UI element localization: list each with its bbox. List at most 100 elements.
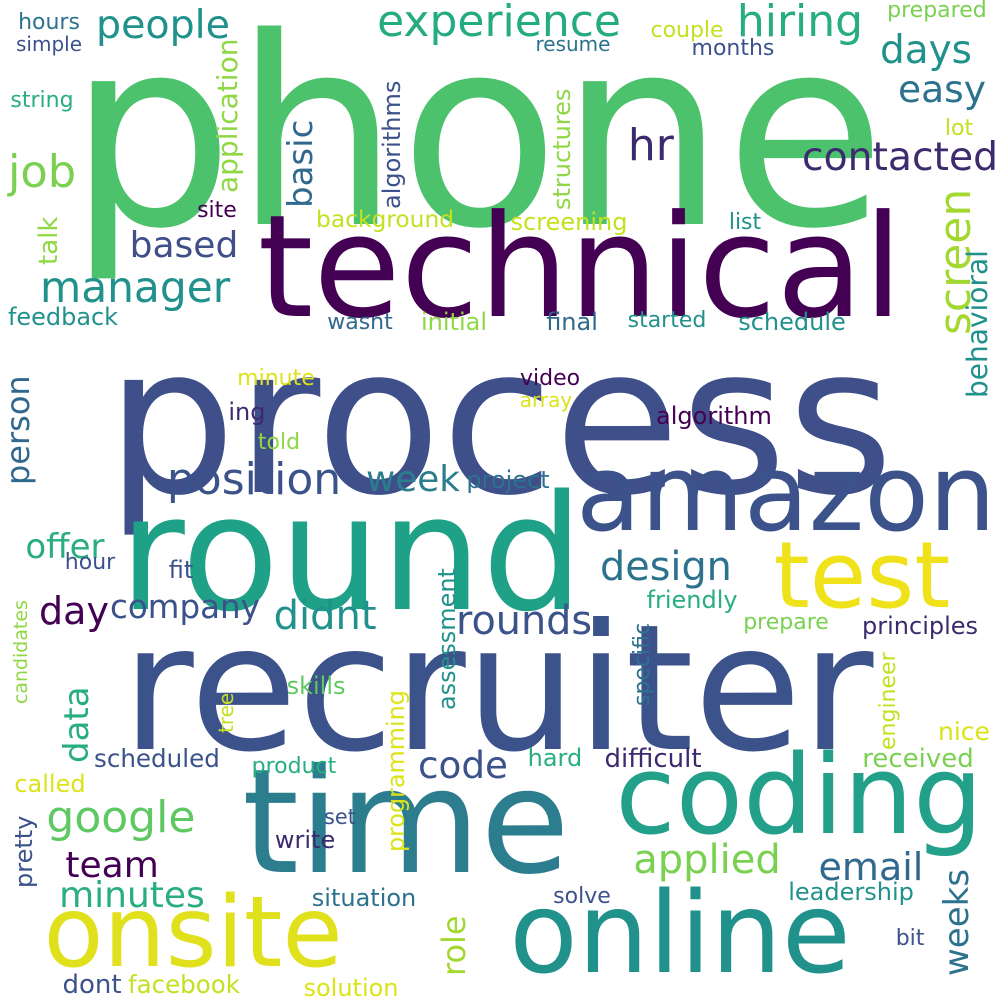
- word: received: [862, 744, 974, 774]
- word: wasnt: [327, 310, 393, 335]
- word: data: [57, 686, 97, 764]
- word: programming: [382, 690, 411, 852]
- word: final: [546, 308, 598, 336]
- word: person: [0, 375, 37, 485]
- word: lot: [944, 116, 974, 141]
- word: time: [242, 738, 570, 907]
- word: prepared: [887, 0, 987, 23]
- word: google: [46, 792, 196, 843]
- word: day: [39, 589, 109, 633]
- word: coding: [615, 731, 984, 859]
- word: based: [129, 225, 239, 266]
- word: array: [519, 388, 573, 412]
- word: leadership: [788, 878, 914, 906]
- word: days: [880, 27, 972, 73]
- word: week: [366, 459, 460, 501]
- word: ing: [228, 398, 266, 426]
- word: experience: [377, 0, 621, 47]
- word: email: [818, 845, 924, 889]
- word: tree: [214, 692, 238, 734]
- word: facebook: [128, 969, 240, 999]
- word: hard: [527, 744, 583, 772]
- word: list: [728, 210, 762, 235]
- word: called: [14, 770, 86, 798]
- word: talk: [34, 216, 64, 266]
- word: string: [10, 88, 74, 113]
- word: rounds: [456, 598, 593, 645]
- word: manager: [40, 262, 231, 312]
- word: situation: [311, 884, 417, 912]
- word: weeks: [937, 868, 977, 976]
- word: initial: [421, 308, 487, 336]
- word: candidates: [9, 600, 32, 704]
- word: easy: [898, 67, 987, 112]
- word: position: [166, 454, 342, 505]
- word: hours: [18, 10, 80, 35]
- word: prepare: [743, 610, 829, 635]
- word: company: [110, 587, 260, 626]
- word: nice: [938, 716, 990, 746]
- word: team: [65, 845, 159, 886]
- word: solution: [303, 974, 399, 1000]
- word: feedback: [8, 303, 119, 332]
- word: write: [274, 826, 336, 854]
- word: behavioral: [960, 250, 994, 398]
- word: role: [435, 915, 473, 977]
- word: hour: [64, 550, 116, 575]
- word: algorithms: [378, 80, 406, 210]
- word: design: [600, 544, 732, 591]
- word: pretty: [10, 815, 38, 889]
- word: project: [466, 466, 550, 494]
- word: assessment: [433, 568, 462, 710]
- word: specific: [630, 622, 655, 706]
- word: screening: [510, 208, 628, 236]
- word: hr: [627, 120, 674, 171]
- word: basic: [281, 119, 321, 209]
- word: principles: [862, 612, 979, 640]
- word: fit: [168, 556, 194, 584]
- word: people: [96, 2, 230, 49]
- word: applied: [633, 837, 781, 883]
- word: resume: [535, 32, 611, 56]
- word: video: [519, 366, 581, 391]
- word: bit: [895, 926, 925, 951]
- word: process: [105, 303, 894, 541]
- word: online: [509, 869, 851, 999]
- word: technical: [257, 185, 903, 350]
- word: started: [627, 308, 707, 333]
- word: skills: [286, 672, 346, 700]
- word: difficult: [604, 744, 702, 774]
- word: test: [773, 522, 951, 629]
- word: contacted: [802, 135, 999, 181]
- word: couple: [650, 18, 724, 43]
- word: site: [197, 198, 237, 223]
- word: didnt: [273, 593, 377, 639]
- word: friendly: [646, 586, 738, 614]
- word: minute: [237, 366, 315, 391]
- word: months: [691, 36, 775, 61]
- word: code: [418, 743, 509, 788]
- word: round: [119, 460, 584, 647]
- word: solve: [553, 884, 611, 909]
- word: amazon: [576, 432, 996, 556]
- word: set: [324, 804, 356, 829]
- word: onsite: [43, 876, 343, 990]
- word: engineer: [876, 652, 901, 750]
- word: schedule: [738, 308, 846, 336]
- word: background: [316, 205, 455, 234]
- word: hiring: [736, 0, 864, 47]
- word: scheduled: [94, 743, 220, 773]
- word: dont: [62, 970, 122, 1000]
- word: application: [211, 38, 244, 194]
- word: offer: [25, 527, 105, 567]
- word: phone: [68, 0, 886, 287]
- word: structures: [548, 88, 576, 210]
- word: recruiter: [121, 588, 874, 791]
- word: job: [8, 144, 77, 198]
- word: product: [251, 754, 337, 779]
- word: told: [257, 430, 301, 455]
- word: minutes: [59, 875, 205, 916]
- word: algorithm: [656, 402, 772, 430]
- word: simple: [16, 32, 83, 56]
